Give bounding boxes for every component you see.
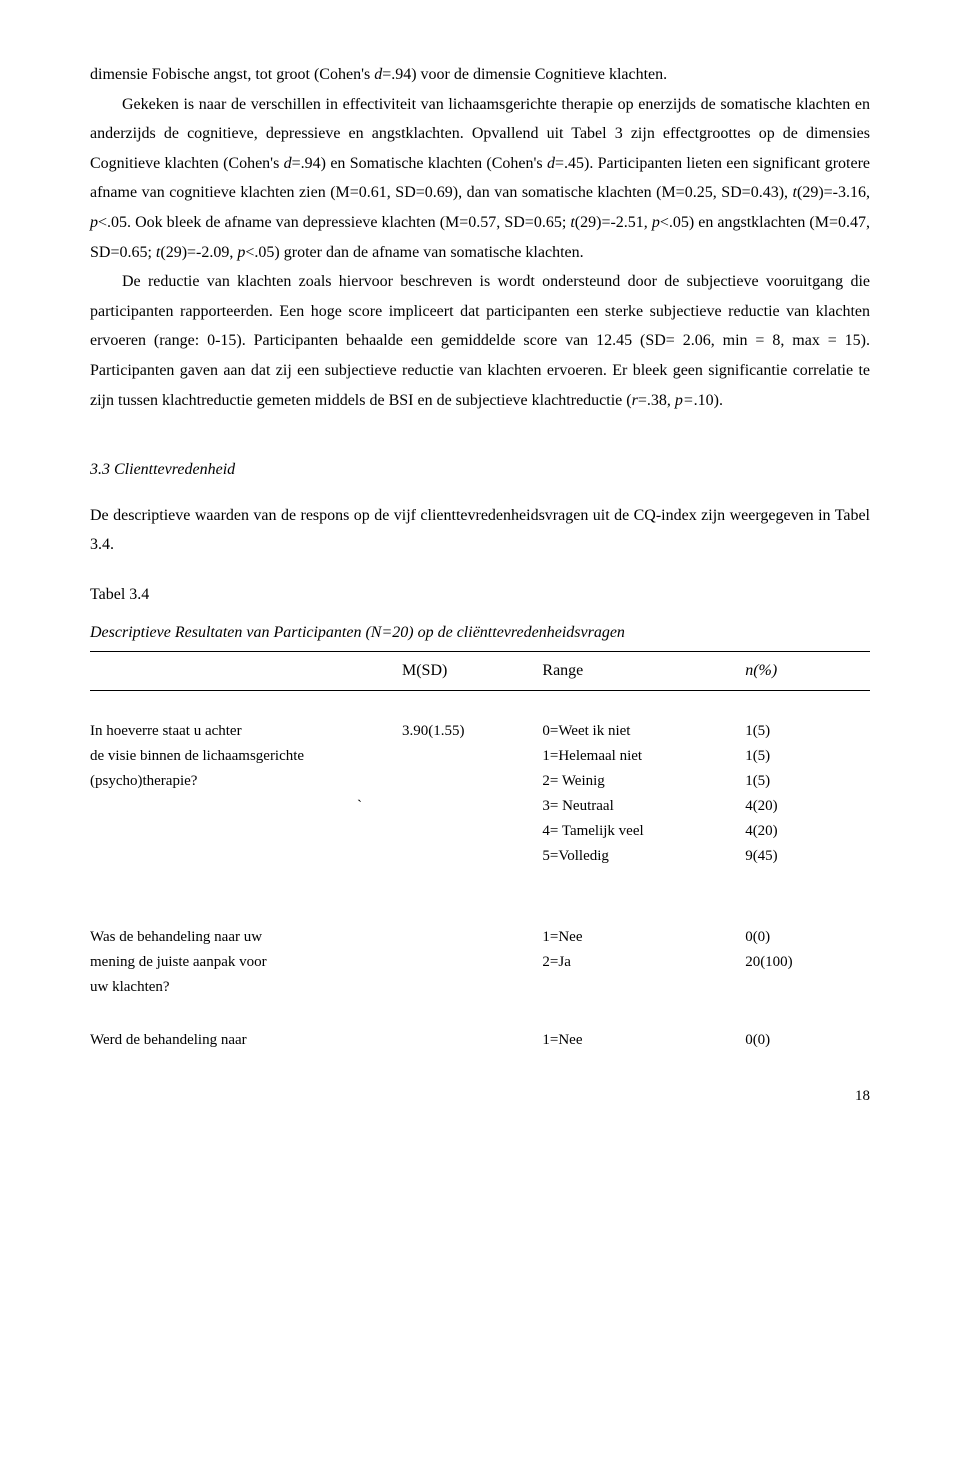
cell-npct: 4(20)	[745, 794, 870, 819]
table-row: In hoeverre staat u achter 3.90(1.55) 0=…	[90, 719, 870, 744]
question-text: Was de behandeling naar uw	[90, 925, 402, 950]
cell-npct: 1(5)	[745, 719, 870, 744]
table-row: Werd de behandeling naar 1=Nee 0(0)	[90, 1028, 870, 1053]
cell-range: 2=Ja	[542, 950, 745, 975]
cell-range: 1=Nee	[542, 925, 745, 950]
results-table: M(SD) Range n(%) In hoeverre staat u ach…	[90, 651, 870, 1053]
text: (29)=-2.51,	[575, 214, 652, 231]
table-row: Was de behandeling naar uw 1=Nee 0(0)	[90, 925, 870, 950]
table-row: ` 3= Neutraal 4(20)	[90, 794, 870, 819]
section-heading: 3.3 Clienttevredenheid	[90, 455, 870, 485]
question-text: de visie binnen de lichaamsgerichte	[90, 744, 402, 769]
text: De reductie van klachten zoals hiervoor …	[90, 273, 870, 408]
table-row: 5=Volledig 9(45)	[90, 844, 870, 869]
cell-npct: 1(5)	[745, 744, 870, 769]
cell-npct: 4(20)	[745, 819, 870, 844]
question-text: uw klachten?	[90, 975, 402, 1000]
stat-symbol: d	[284, 155, 292, 172]
table-label: Tabel 3.4	[90, 584, 870, 606]
page-number: 18	[90, 1083, 870, 1111]
paragraph-3: De reductie van klachten zoals hiervoor …	[90, 267, 870, 415]
question-text: Werd de behandeling naar	[90, 1028, 402, 1053]
table-header-range: Range	[542, 652, 745, 691]
cell-range: 0=Weet ik niet	[542, 719, 745, 744]
cell-npct: 1(5)	[745, 769, 870, 794]
cell-npct: 9(45)	[745, 844, 870, 869]
text: .10).	[694, 392, 723, 409]
section-intro: De descriptieve waarden van de respons o…	[90, 501, 870, 560]
cell-npct: 0(0)	[745, 925, 870, 950]
text: (29)=-3.16,	[797, 184, 870, 201]
table-header-blank	[90, 652, 402, 691]
text: =.38,	[638, 392, 675, 409]
text: <.05. Ook bleek de afname van depressiev…	[98, 214, 570, 231]
table-row: mening de juiste aanpak voor 2=Ja 20(100…	[90, 950, 870, 975]
cell-range: 1=Helemaal niet	[542, 744, 745, 769]
table-row: uw klachten?	[90, 975, 870, 1000]
cell-range: 5=Volledig	[542, 844, 745, 869]
table-row: (psycho)therapie? 2= Weinig 1(5)	[90, 769, 870, 794]
table-caption: Descriptieve Resultaten van Participante…	[90, 622, 870, 644]
paragraph-2: Gekeken is naar de verschillen in effect…	[90, 90, 870, 268]
cell-range: 4= Tamelijk veel	[542, 819, 745, 844]
table-header-npct: n(%)	[745, 652, 870, 691]
stat-symbol: d	[547, 155, 555, 172]
question-text: mening de juiste aanpak voor	[90, 950, 402, 975]
text: =.94) en Somatische klachten (Cohen's	[292, 155, 547, 172]
text: (29)=-2.09,	[160, 244, 237, 261]
text: dimensie Fobische angst, tot groot (Cohe…	[90, 66, 374, 83]
question-text: In hoeverre staat u achter	[90, 719, 402, 744]
table-header-row: M(SD) Range n(%)	[90, 652, 870, 691]
cell-range: 2= Weinig	[542, 769, 745, 794]
table-row: 4= Tamelijk veel 4(20)	[90, 819, 870, 844]
cell-range: 1=Nee	[542, 1028, 745, 1053]
table-row: de visie binnen de lichaamsgerichte 1=He…	[90, 744, 870, 769]
table-header-msd: M(SD)	[402, 652, 542, 691]
question-text: (psycho)therapie?	[90, 769, 402, 794]
paragraph-1: dimensie Fobische angst, tot groot (Cohe…	[90, 60, 870, 90]
cell-msd: 3.90(1.55)	[402, 719, 542, 744]
text: =.94) voor de dimensie Cognitieve klacht…	[382, 66, 667, 83]
stat-symbol: d	[374, 66, 382, 83]
stat-symbol: p=	[675, 392, 694, 409]
cell-npct: 0(0)	[745, 1028, 870, 1053]
cell-range: 3= Neutraal	[542, 794, 745, 819]
cell-npct: 20(100)	[745, 950, 870, 975]
text: <.05) groter dan de afname van somatisch…	[245, 244, 583, 261]
stat-symbol: p	[90, 214, 98, 231]
stat-symbol: p	[652, 214, 660, 231]
